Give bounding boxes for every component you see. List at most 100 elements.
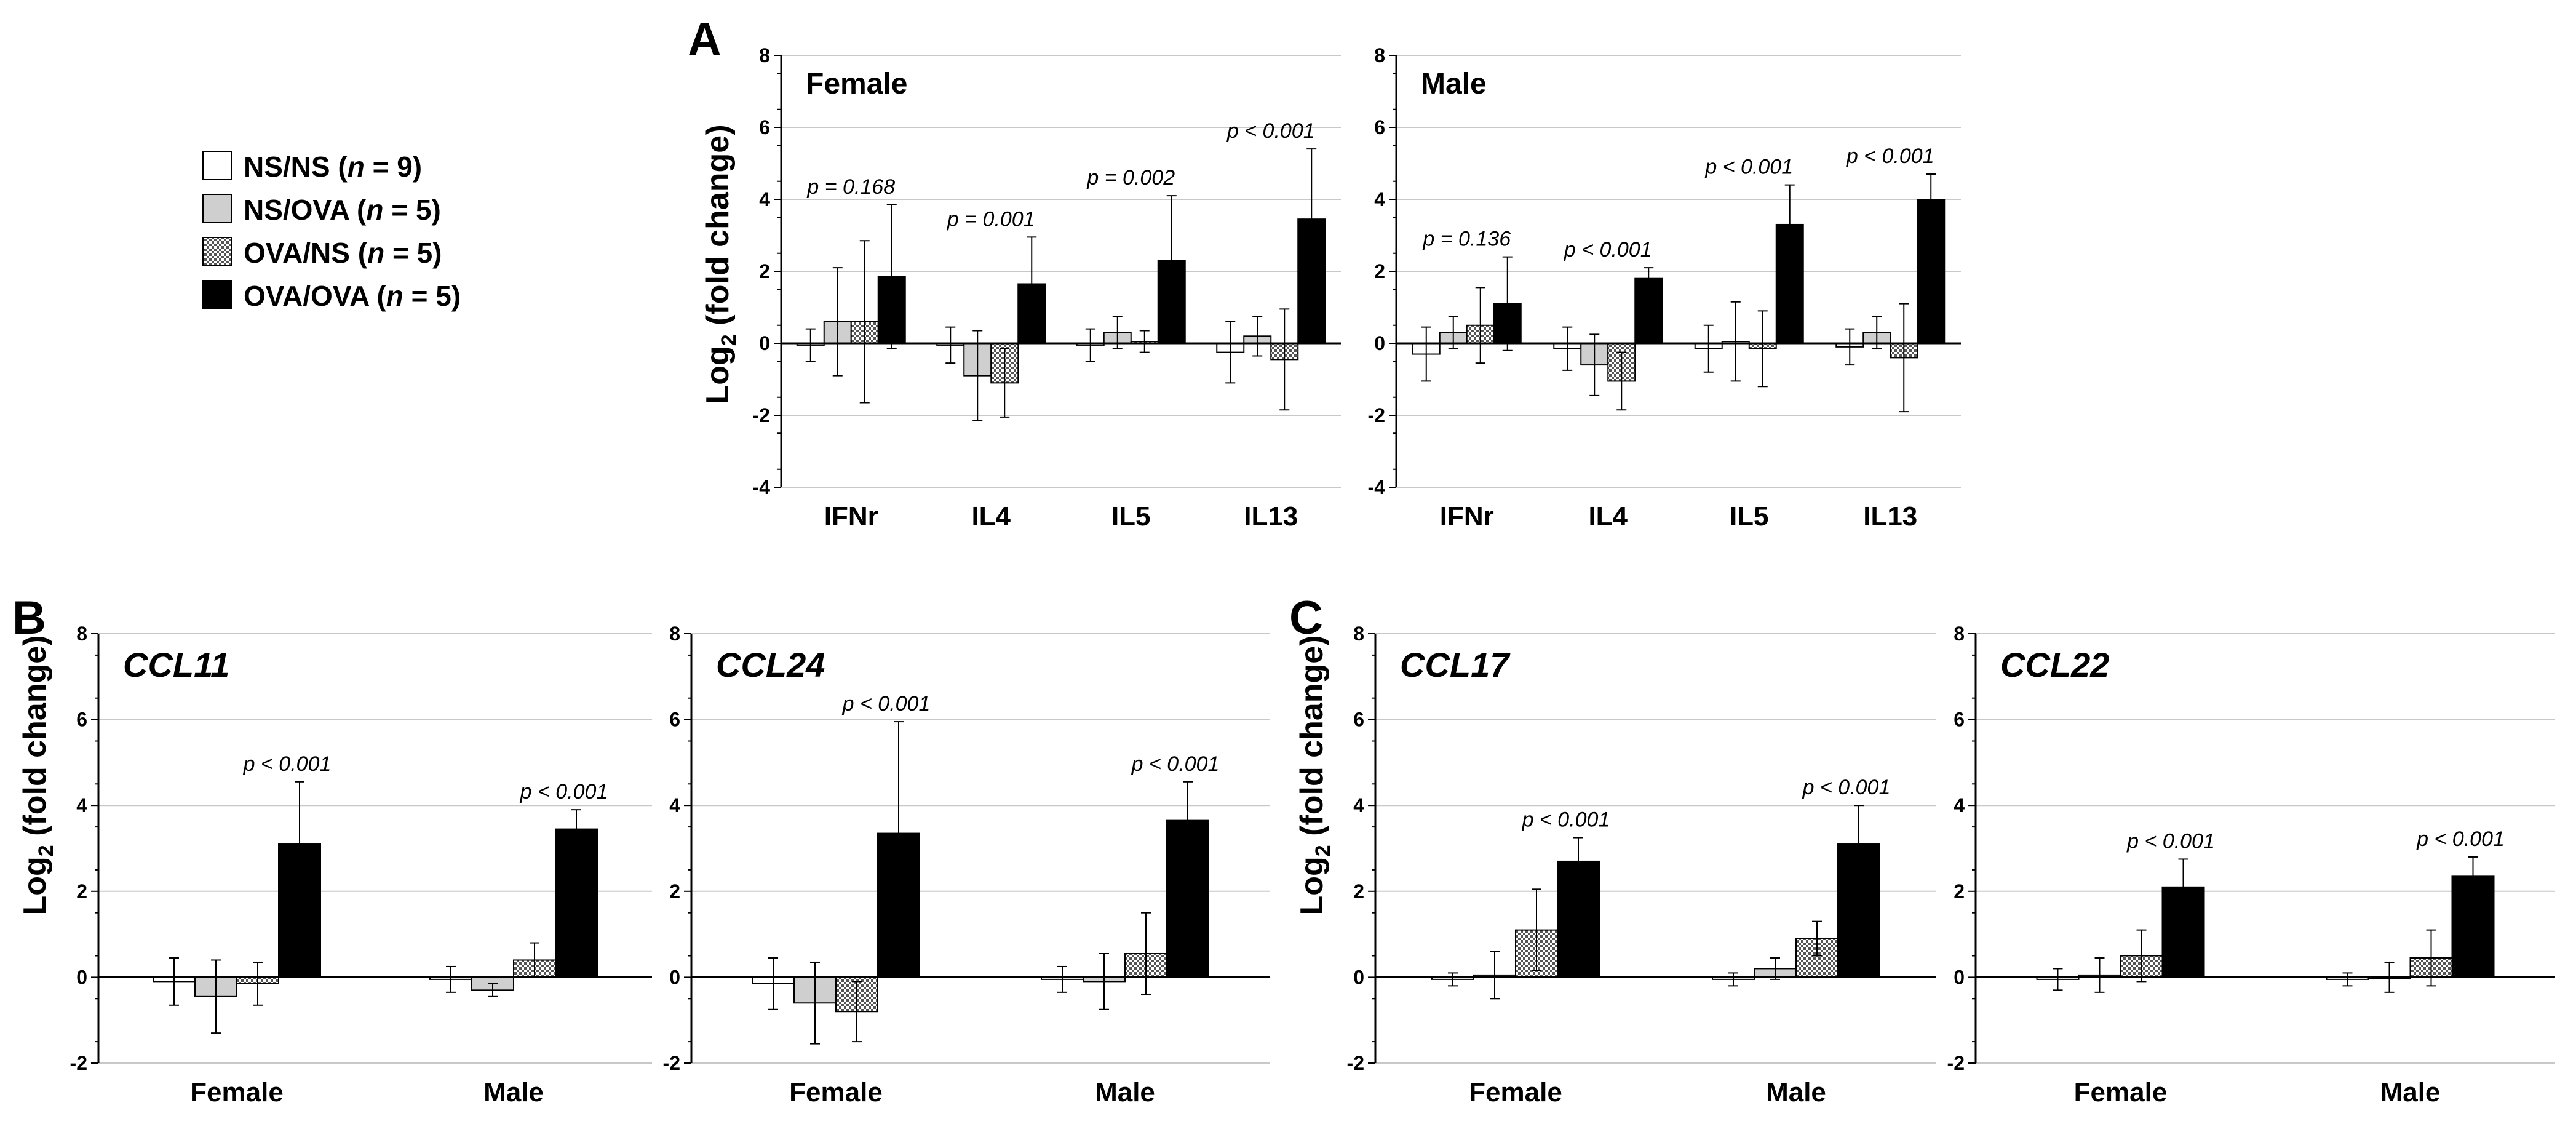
y-tick-label: 6 (1353, 709, 1364, 731)
y-tick-label: 4 (76, 794, 87, 816)
legend-swatch-ovans (202, 237, 232, 266)
y-tick-label: -2 (1947, 1052, 1965, 1074)
x-tick-label: Male (1766, 1077, 1826, 1107)
y-tick-label: 0 (76, 966, 87, 988)
y-tick-label: -4 (753, 476, 771, 498)
chart-a-male: -4 -2 0 2 4 6 8 Male IFNr p = 0.136 IL4 p < 0.001 IL… (1368, 44, 1961, 532)
p-value-annotation: p < 0.001 (2126, 829, 2215, 853)
x-tick-label: Male (2380, 1077, 2441, 1107)
x-tick-label: IFNr (824, 501, 878, 532)
y-tick-label: 4 (1954, 794, 1965, 816)
y-tick-label: 4 (1374, 188, 1385, 210)
chart-b-ccl24: -2 0 2 4 6 8 CCL24 Female p < 0.001 Male p < 0.001 (663, 623, 1270, 1107)
p-value-annotation: p < 0.001 (520, 780, 608, 803)
p-value-annotation: p < 0.001 (842, 692, 931, 715)
p-value-annotation: p < 0.001 (1846, 145, 1934, 168)
legend-swatch-nsova (202, 194, 232, 223)
legend-swatch-ovaova (202, 280, 232, 309)
x-tick-label: Male (1095, 1077, 1155, 1107)
legend-label-nsns: NS/NS (n = 9) (244, 151, 422, 183)
y-tick-label: 4 (669, 794, 680, 816)
y-tick-label: 0 (759, 332, 770, 354)
p-value-annotation: p < 0.001 (1802, 776, 1891, 799)
x-tick-label: IL4 (971, 501, 1011, 532)
chart-b-ccl11: -2 0 2 4 6 8 CCL11 Female p < 0.001 Male p < 0.001 (70, 623, 652, 1107)
y-tick-label: 0 (1374, 332, 1385, 354)
panel-label-b: B (12, 592, 46, 644)
y-tick-label: 2 (1954, 880, 1965, 903)
chart-title: CCL11 (123, 645, 229, 684)
legend-label-nsova: NS/OVA (n = 5) (244, 194, 441, 226)
p-value-annotation: p = 0.168 (806, 175, 895, 199)
y-axis-label-b: Log2 (fold change) (17, 635, 58, 915)
chart-title: CCL17 (1400, 645, 1511, 684)
chart-title: Female (806, 68, 907, 100)
y-tick-label: 4 (759, 188, 770, 210)
x-tick-label: IFNr (1440, 501, 1494, 532)
y-tick-label: 4 (1353, 794, 1364, 816)
y-tick-label: 8 (1954, 623, 1965, 645)
x-tick-label: IL4 (1588, 501, 1628, 532)
y-tick-label: 8 (1353, 623, 1364, 645)
y-tick-label: -2 (70, 1052, 87, 1074)
y-tick-label: 2 (759, 260, 770, 282)
chart-c-ccl22: -2 0 2 4 6 8 CCL22 Female p < 0.001 Male p < 0.001 (1947, 623, 2555, 1107)
x-tick-label: IL5 (1730, 501, 1769, 532)
chart-title: CCL24 (716, 645, 825, 684)
y-tick-label: -2 (663, 1052, 680, 1074)
p-value-annotation: p < 0.001 (1226, 119, 1315, 143)
y-tick-label: 6 (76, 709, 87, 731)
y-tick-label: -2 (753, 404, 770, 426)
y-tick-label: -2 (1368, 404, 1385, 426)
x-tick-label: Male (483, 1077, 544, 1107)
chart-c-ccl17: -2 0 2 4 6 8 CCL17 Female p < 0.001 Male p < 0.001 (1347, 623, 1936, 1107)
legend-label-ovans: OVA/NS (n = 5) (244, 237, 442, 269)
y-tick-label: 6 (759, 116, 770, 138)
y-axis-label-c: Log2 (fold change) (1294, 635, 1335, 915)
panel-label-a: A (688, 14, 722, 66)
legend: NS/NS (n = 9) NS/OVA (n = 5) OVA/NS (n =… (202, 151, 461, 312)
x-tick-label: IL13 (1244, 501, 1298, 532)
y-tick-label: 2 (1374, 260, 1385, 282)
y-tick-label: 0 (669, 966, 680, 988)
p-value-annotation: p < 0.001 (1131, 752, 1220, 776)
bar-ovaova (555, 828, 598, 978)
y-tick-label: 8 (1374, 44, 1385, 66)
chart-title: Male (1421, 68, 1487, 100)
panel-label-c: C (1289, 592, 1323, 644)
y-tick-label: -4 (1368, 476, 1386, 498)
y-tick-label: 6 (1954, 709, 1965, 731)
p-value-annotation: p = 0.001 (947, 207, 1035, 231)
y-axis-label-a: Log2 (fold change) (700, 124, 741, 404)
x-tick-label: Female (2074, 1077, 2168, 1107)
y-tick-label: 8 (759, 44, 770, 66)
p-value-annotation: p = 0.002 (1086, 166, 1175, 189)
chart-title: CCL22 (2000, 645, 2109, 684)
charts: -4 -2 0 2 4 6 8 Female IFNr p = 0.168 IL4 p = 0.001… (70, 44, 2555, 1107)
y-tick-label: -2 (1347, 1052, 1364, 1074)
p-value-annotation: p < 0.001 (1564, 238, 1652, 261)
p-value-annotation: p < 0.001 (1704, 156, 1793, 179)
y-tick-label: 0 (1353, 966, 1364, 988)
y-tick-label: 2 (669, 880, 680, 903)
y-tick-label: 2 (76, 880, 87, 903)
chart-a-female: -4 -2 0 2 4 6 8 Female IFNr p = 0.168 IL4 p = 0.001… (753, 44, 1341, 532)
legend-label-ovaova: OVA/OVA (n = 5) (244, 280, 461, 312)
p-value-annotation: p < 0.001 (2416, 827, 2505, 851)
x-tick-label: IL5 (1111, 501, 1151, 532)
p-value-annotation: p < 0.001 (1522, 808, 1610, 832)
x-tick-label: Female (190, 1077, 284, 1107)
p-value-annotation: p < 0.001 (243, 752, 332, 776)
legend-swatch-nsns (202, 151, 232, 180)
y-tick-label: 2 (1353, 880, 1364, 903)
y-tick-label: 8 (76, 623, 87, 645)
y-tick-label: 6 (1374, 116, 1385, 138)
x-tick-label: Female (1469, 1077, 1562, 1107)
x-tick-label: Female (789, 1077, 883, 1107)
y-tick-label: 8 (669, 623, 680, 645)
x-tick-label: IL13 (1863, 501, 1917, 532)
p-value-annotation: p = 0.136 (1422, 228, 1511, 251)
y-tick-label: 6 (669, 709, 680, 731)
y-tick-label: 0 (1954, 966, 1965, 988)
